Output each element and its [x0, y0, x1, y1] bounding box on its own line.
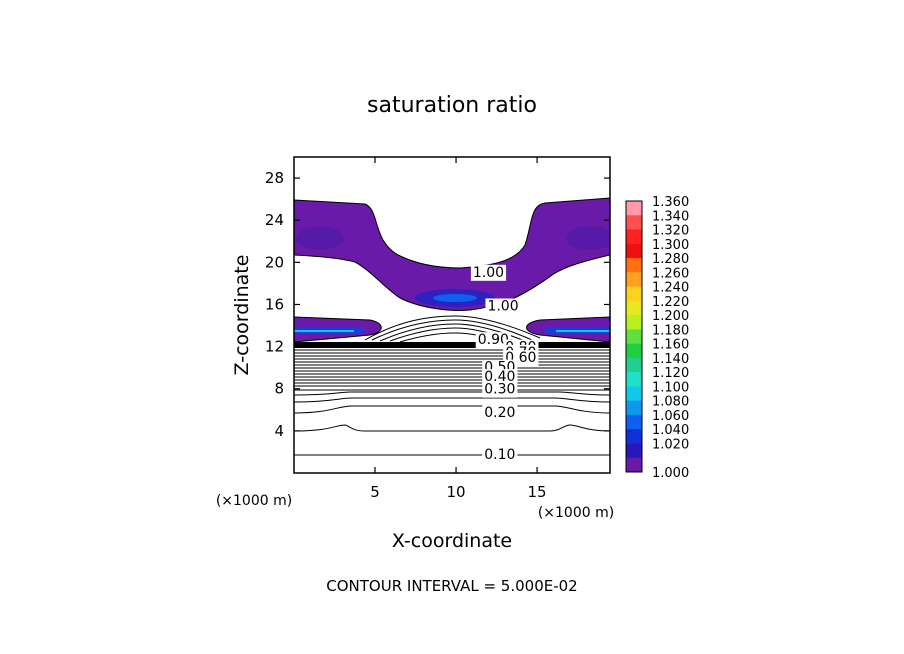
colorbar: 1.3601.3401.3201.3001.2801.2601.2401.220…	[625, 195, 689, 481]
colorbar-label: 1.080	[652, 395, 689, 410]
x-unit-label: (×1000 m)	[538, 505, 614, 521]
colorbar-frame	[625, 200, 643, 473]
y-tick-label: 8	[274, 380, 284, 398]
colorbar-label: 1.060	[652, 409, 689, 424]
upper-core-left	[296, 226, 344, 250]
colorbar-label: 1.100	[652, 380, 689, 395]
x-tick-label: 15	[528, 483, 547, 501]
contour-label-background	[470, 264, 507, 281]
contour-label: 0.10	[484, 447, 515, 463]
contour-label-background	[482, 369, 518, 386]
contour-label: 0.90	[478, 332, 509, 348]
upper-supersaturated-region	[294, 197, 610, 311]
colorbar-swatch	[626, 272, 642, 288]
colorbar-swatch	[626, 315, 642, 330]
y-axis-title: Z-coordinate	[231, 255, 253, 376]
contour-label-background	[482, 447, 518, 464]
y-tick-label: 16	[265, 295, 284, 313]
upper-core-right	[566, 226, 610, 250]
colorbar-swatch	[626, 343, 642, 359]
colorbar-label: 1.320	[652, 224, 689, 239]
colorbar-swatch	[626, 229, 642, 245]
colorbar-label: 1.200	[652, 309, 689, 324]
y-tick-label: 4	[274, 422, 284, 440]
colorbar-label: 1.160	[652, 338, 689, 353]
colorbar-swatch	[626, 329, 642, 345]
x-axis-title: X-coordinate	[392, 530, 512, 552]
x-axis-ticks: 5 10 15	[370, 157, 547, 501]
central-dome-contours	[364, 315, 541, 343]
contour-label: 1.00	[487, 299, 518, 315]
y-tick-label: 12	[265, 338, 284, 356]
plot-area	[294, 197, 610, 456]
colorbar-label: 1.020	[652, 437, 689, 452]
y-tick-label: 28	[265, 169, 284, 187]
colorbar-label: 1.120	[652, 366, 689, 381]
contour-label-background	[482, 381, 518, 398]
colorbar-swatch	[626, 414, 642, 430]
colorbar-swatch	[626, 201, 642, 216]
contour-label: 0.20	[484, 405, 515, 421]
colorbar-label: 1.040	[652, 423, 689, 438]
colorbar-swatch	[626, 443, 642, 459]
colorbar-swatch	[626, 286, 642, 302]
colorbar-label: 1.000	[652, 466, 689, 481]
y-axis-ticks: 4 8 12 16 20 24 28	[265, 169, 610, 440]
colorbar-swatch	[626, 400, 642, 416]
colorbar-swatch	[626, 243, 642, 259]
colorbar-label: 1.300	[652, 238, 689, 253]
colorbar-label: 1.260	[652, 266, 689, 281]
colorbar-label: 1.360	[652, 195, 689, 210]
contour-label: 1.00	[473, 265, 504, 281]
colorbar-swatch	[626, 357, 642, 373]
contour-label-background	[475, 332, 511, 349]
stratified-contour-lines	[294, 349, 610, 456]
colorbar-swatch	[626, 429, 642, 444]
z-unit-label: (×1000 m)	[216, 493, 292, 509]
colorbar-swatch	[626, 258, 642, 273]
y-tick-label: 24	[265, 211, 284, 229]
colorbar-swatch	[626, 386, 642, 402]
contour-label-background	[485, 298, 521, 315]
x-tick-label: 10	[447, 483, 466, 501]
colorbar-label: 1.180	[652, 323, 689, 338]
upper-core-center-inner	[433, 294, 477, 302]
colorbar-label: 1.140	[652, 352, 689, 367]
colorbar-swatch	[626, 300, 642, 316]
contour-label: 0.30	[484, 382, 515, 398]
y-tick-label: 20	[265, 253, 284, 271]
colorbar-label: 1.240	[652, 281, 689, 296]
right-band-core-inner	[556, 330, 610, 332]
contour-labels: 1.001.000.900.800.700.600.500.400.300.20…	[470, 264, 539, 464]
chart-title: saturation ratio	[367, 93, 537, 118]
contour-label-background	[482, 404, 518, 421]
plot-frame	[293, 156, 611, 474]
colorbar-label: 1.340	[652, 209, 689, 224]
colorbar-label: 1.280	[652, 252, 689, 267]
colorbar-swatch	[626, 457, 642, 473]
contour-label: 0.40	[484, 369, 515, 385]
x-tick-label: 5	[370, 483, 380, 501]
left-band-core-inner	[294, 330, 354, 332]
dense-contour-band	[294, 342, 610, 348]
contour-interval-note: CONTOUR INTERVAL = 5.000E-02	[326, 577, 577, 595]
colorbar-swatch	[626, 215, 642, 231]
colorbar-swatch	[626, 372, 642, 387]
colorbar-label: 1.220	[652, 295, 689, 310]
